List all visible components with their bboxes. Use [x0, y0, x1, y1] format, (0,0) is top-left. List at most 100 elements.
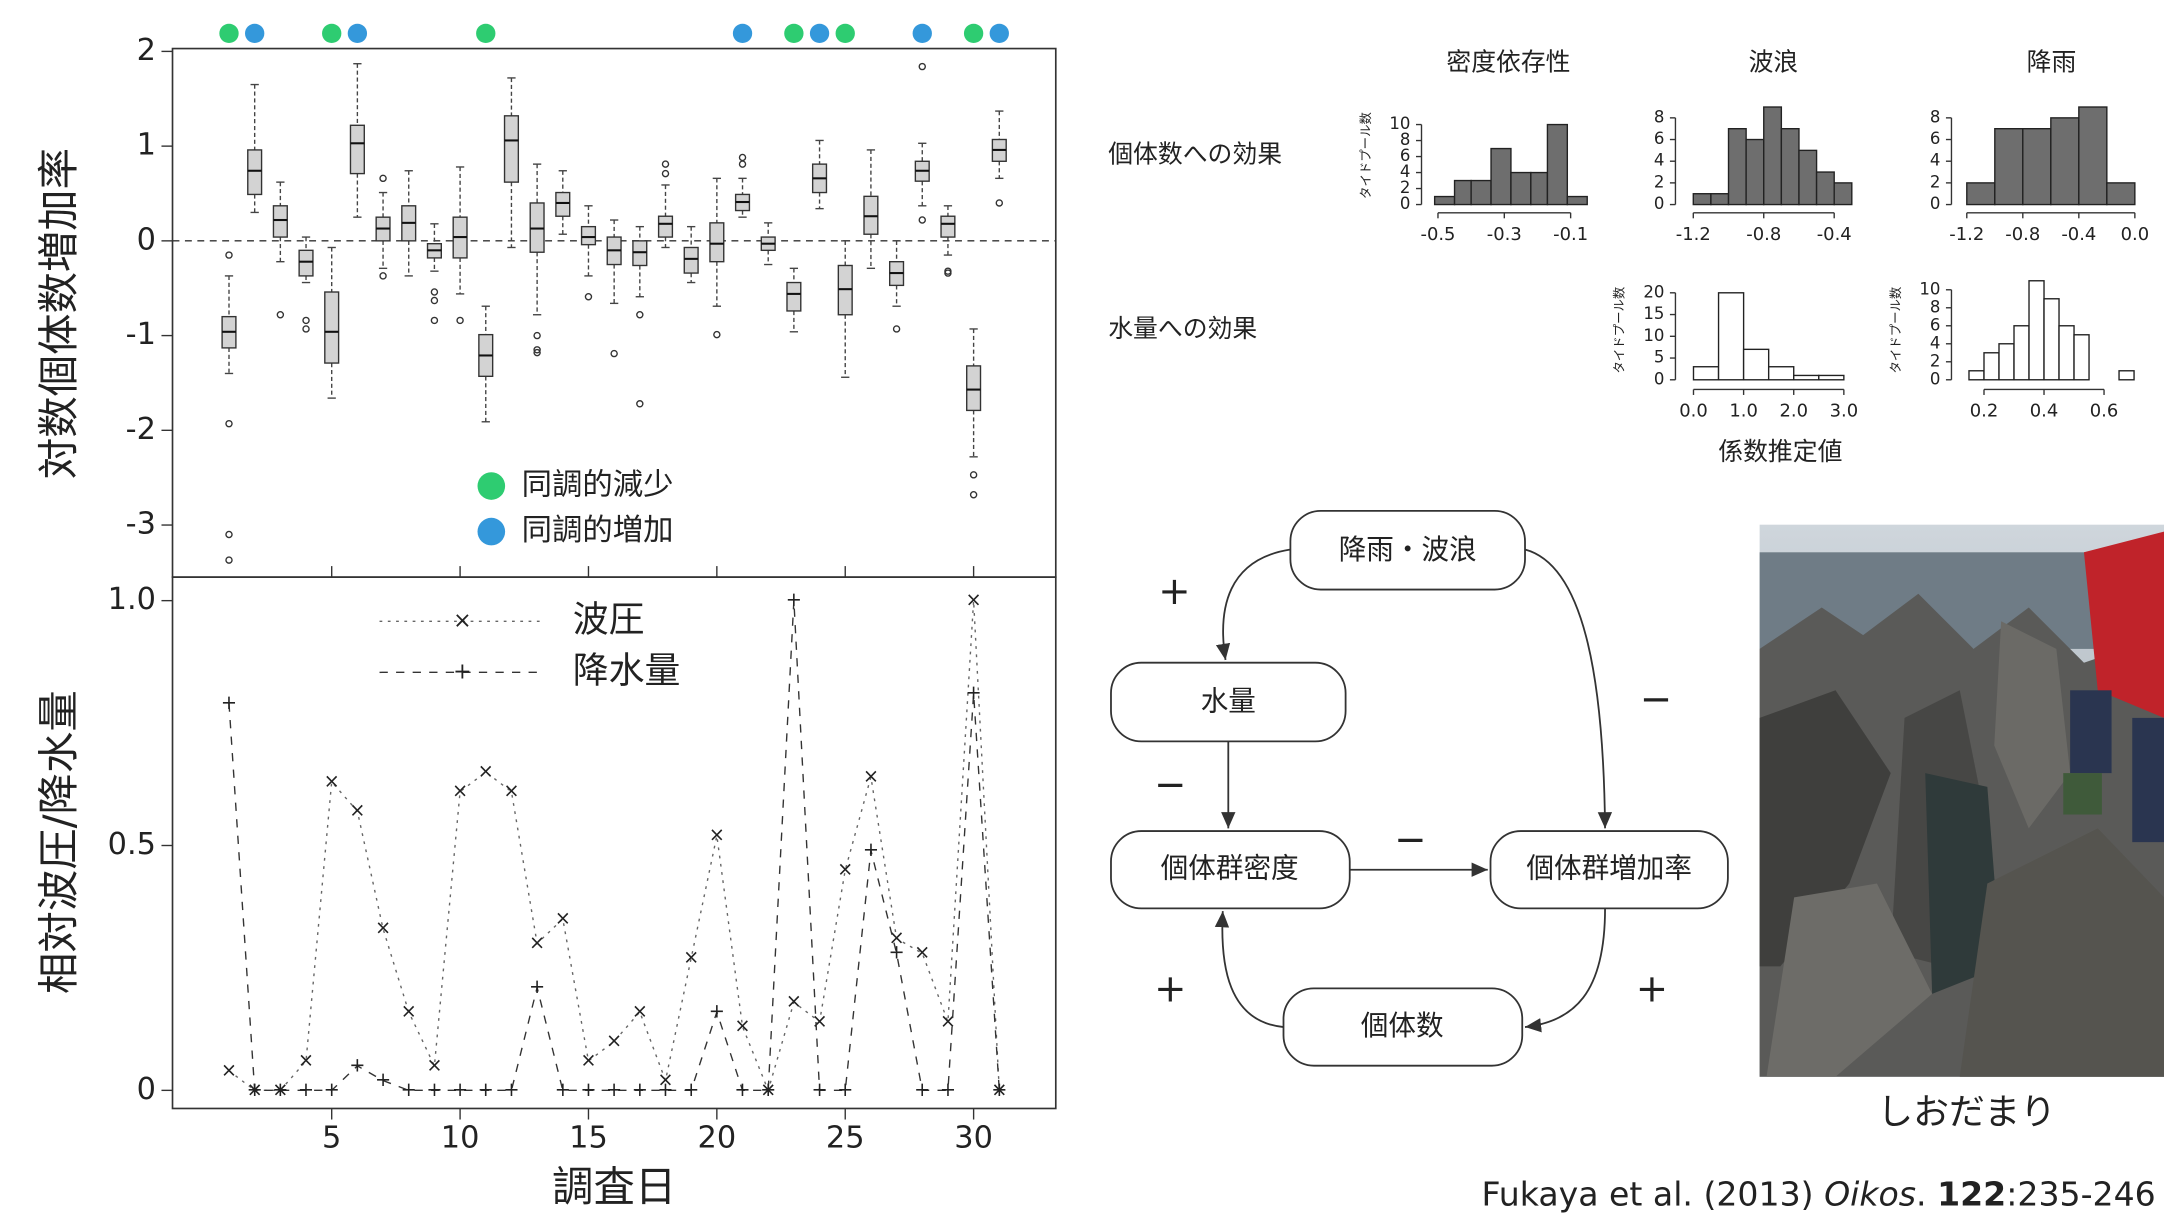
arrow [1223, 550, 1290, 660]
y-tick-label: 0.5 [108, 827, 156, 862]
point-marker: + [401, 1078, 417, 1101]
bar [1764, 107, 1782, 205]
sync-dot [964, 24, 983, 43]
outlier [611, 351, 617, 357]
y-tick-label: 4 [1930, 333, 1941, 352]
sync-dot [733, 24, 752, 43]
sign: − [1154, 762, 1186, 807]
outlier [971, 492, 977, 498]
point-marker: + [966, 681, 982, 704]
outlier [431, 297, 437, 303]
row-label: 個体数への効果 [1108, 140, 1282, 169]
sync-dot [836, 24, 855, 43]
x-tick-label: 2.0 [1779, 401, 1808, 422]
point-marker: + [709, 1000, 725, 1023]
x-tick-label: 0.6 [2090, 401, 2119, 422]
x-tick-label: -0.4 [1817, 224, 1852, 245]
y-tick-label: 2 [1930, 172, 1941, 191]
x-tick-label: -0.1 [1553, 224, 1588, 245]
bar [2014, 326, 2029, 380]
box [505, 116, 519, 182]
x-tick-label: 15 [569, 1120, 608, 1155]
y-tick-label: 0 [1930, 369, 1941, 388]
bar [1819, 375, 1844, 379]
bar [1834, 183, 1852, 205]
point-marker: + [632, 1078, 648, 1101]
outlier [457, 317, 463, 323]
sign: − [1640, 677, 1672, 722]
bar [1491, 149, 1511, 205]
sync-dot [348, 24, 367, 43]
legend-dot [478, 518, 506, 546]
point-marker: + [914, 1078, 930, 1101]
hist-x-label: 係数推定値 [1718, 437, 1842, 466]
y-tick-label: 6 [1654, 129, 1665, 148]
bar [1547, 125, 1567, 205]
point-marker: × [375, 916, 391, 939]
point-marker: + [760, 1078, 776, 1101]
point-marker: × [683, 946, 699, 969]
point-marker: × [298, 1048, 314, 1071]
box [967, 366, 981, 411]
bar [2051, 118, 2079, 205]
y-tick-label: 0 [1930, 194, 1941, 213]
bar [2119, 371, 2134, 380]
outlier [431, 317, 437, 323]
legend-label: 同調的減少 [522, 468, 674, 503]
bar [1435, 197, 1455, 205]
y-tick-label: 5 [1654, 348, 1665, 367]
citation-part: Oikos [1824, 1174, 1916, 1213]
bar [1744, 349, 1769, 379]
bar [1511, 173, 1531, 205]
sync-dot [219, 24, 238, 43]
y-tick-label: 10 [1643, 326, 1664, 345]
legend-label: 同調的増加 [522, 513, 674, 548]
point-marker: + [426, 1078, 442, 1101]
bar [1719, 293, 1744, 380]
outlier [919, 217, 925, 223]
sync-dot [476, 24, 495, 43]
legend-marker: + [453, 659, 472, 684]
sync-dot [322, 24, 341, 43]
box [710, 223, 724, 262]
bar [1781, 129, 1799, 205]
outlier [637, 312, 643, 318]
outlier [380, 273, 386, 279]
point-marker: × [426, 1053, 442, 1076]
point-marker: × [786, 990, 802, 1013]
x-tick-label: 1.0 [1729, 401, 1758, 422]
x-tick-label: -0.8 [2005, 224, 2040, 245]
x-tick-label: 5 [322, 1120, 341, 1155]
x-tick-label: -1.2 [1949, 224, 1984, 245]
hist-title: 波浪 [1749, 48, 1799, 77]
bar [1693, 367, 1718, 380]
bar [1984, 353, 1999, 380]
photo-caption: しおだまり [1877, 1092, 2056, 1133]
outlier [894, 326, 900, 332]
y-tick-label: 6 [1930, 129, 1941, 148]
bar [2059, 326, 2074, 380]
bar [1999, 344, 2014, 380]
bar [1969, 371, 1984, 380]
outlier [226, 252, 232, 258]
y-tick-label: -2 [126, 412, 156, 447]
x-axis-label: 調査日 [552, 1163, 676, 1211]
outlier [637, 401, 643, 407]
point-marker: + [888, 941, 904, 964]
outlier [226, 557, 232, 563]
y-tick-label: 8 [1930, 107, 1941, 126]
box [299, 250, 313, 276]
bar [2023, 129, 2051, 205]
sync-dot [784, 24, 803, 43]
box [273, 206, 287, 237]
x-tick-label: 30 [954, 1120, 993, 1155]
sign: + [1636, 967, 1668, 1012]
bar [1693, 194, 1711, 205]
x-tick-label: -0.3 [1487, 224, 1522, 245]
box [659, 216, 673, 237]
box [556, 193, 570, 217]
point-marker: + [324, 1078, 340, 1101]
y-tick-label: 2 [137, 33, 156, 68]
bar [2074, 335, 2089, 380]
node-label: 水量 [1201, 685, 1256, 718]
